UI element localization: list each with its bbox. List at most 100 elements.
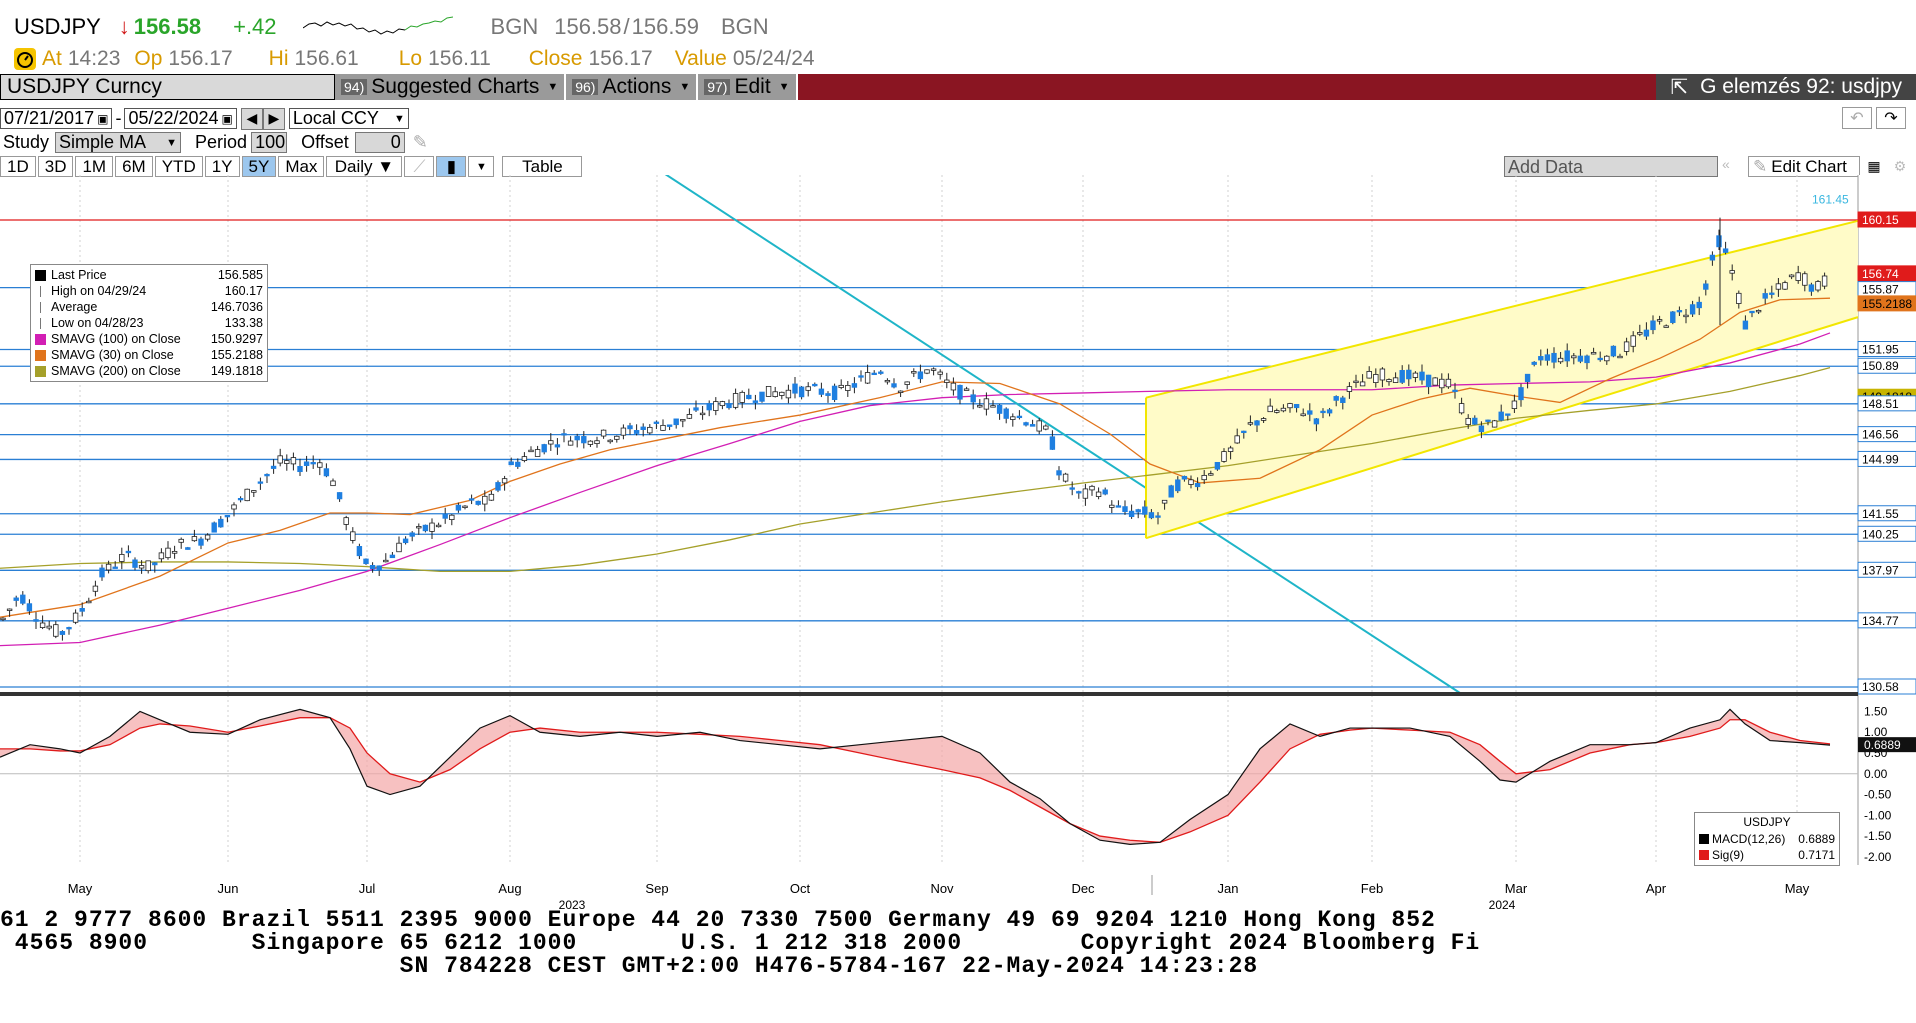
candle[interactable] xyxy=(119,547,125,570)
range-button-6m[interactable]: 6M xyxy=(115,156,153,177)
candle[interactable] xyxy=(1346,382,1353,399)
candle[interactable] xyxy=(666,424,673,431)
candle[interactable] xyxy=(1524,373,1531,389)
candle[interactable] xyxy=(92,580,99,597)
candle[interactable] xyxy=(1571,352,1577,365)
candle[interactable] xyxy=(1307,403,1313,422)
candle[interactable] xyxy=(198,536,204,550)
candle[interactable] xyxy=(1102,487,1108,496)
candle[interactable] xyxy=(1049,430,1056,450)
candle[interactable] xyxy=(1815,280,1821,293)
candle[interactable] xyxy=(257,477,264,490)
candle[interactable] xyxy=(125,545,132,558)
candle[interactable] xyxy=(567,436,574,446)
candle[interactable] xyxy=(53,621,59,639)
macd-legend[interactable]: USDJPY MACD(12,26) 0.6889 Sig(9) 0.7171 xyxy=(1694,812,1840,866)
candle[interactable] xyxy=(495,480,501,493)
candle[interactable] xyxy=(1544,348,1551,366)
candle[interactable] xyxy=(224,514,231,523)
candle[interactable] xyxy=(343,515,349,531)
candle[interactable] xyxy=(1313,417,1320,432)
legend-item[interactable]: SMAVG (200) on Close 149.1818 xyxy=(35,363,263,379)
candle[interactable] xyxy=(383,553,389,563)
candle[interactable] xyxy=(488,490,495,501)
candle[interactable] xyxy=(1604,355,1610,365)
candle[interactable] xyxy=(323,463,330,478)
candle[interactable] xyxy=(1696,296,1702,316)
candle[interactable] xyxy=(99,564,105,581)
candle[interactable] xyxy=(462,505,468,510)
candle[interactable] xyxy=(1148,509,1155,520)
macd-signal-line[interactable] xyxy=(0,717,1831,843)
actions-menu[interactable]: 96) Actions ▼ xyxy=(566,74,699,100)
candle[interactable] xyxy=(1036,418,1042,435)
candle[interactable] xyxy=(1755,309,1762,315)
macd-legend-item[interactable]: Sig(9) 0.7171 xyxy=(1699,847,1835,863)
candle[interactable] xyxy=(1505,413,1511,421)
candle[interactable] xyxy=(878,370,884,375)
end-date-field[interactable]: 05/22/2024 ▣ xyxy=(124,108,237,129)
candle[interactable] xyxy=(1802,271,1808,292)
candle[interactable] xyxy=(1478,421,1485,439)
candle[interactable] xyxy=(317,459,323,476)
candle[interactable] xyxy=(944,372,950,389)
candle[interactable] xyxy=(891,378,897,389)
candle[interactable] xyxy=(409,531,415,542)
candle[interactable] xyxy=(1406,364,1412,387)
candle[interactable] xyxy=(1109,500,1115,514)
candle[interactable] xyxy=(534,445,541,457)
candle[interactable] xyxy=(1373,368,1379,388)
range-button-1d[interactable]: 1D xyxy=(0,156,36,177)
table-button[interactable]: Table xyxy=(502,156,583,177)
candle[interactable] xyxy=(779,391,785,400)
candle[interactable] xyxy=(719,400,726,410)
candle[interactable] xyxy=(1590,347,1597,355)
candle[interactable] xyxy=(1419,364,1425,385)
candle[interactable] xyxy=(554,438,561,455)
candle[interactable] xyxy=(277,448,283,467)
candle[interactable] xyxy=(231,502,237,517)
candle[interactable] xyxy=(1181,475,1188,482)
candle[interactable] xyxy=(594,436,600,448)
candle[interactable] xyxy=(541,443,547,455)
candle[interactable] xyxy=(46,620,52,631)
chart-type-candle-button[interactable]: ▮ xyxy=(436,156,467,177)
candle[interactable] xyxy=(600,429,607,439)
channel-lower-line[interactable] xyxy=(1145,316,1859,540)
candle[interactable] xyxy=(72,609,79,625)
candle[interactable] xyxy=(1287,402,1293,413)
candle[interactable] xyxy=(1452,382,1458,399)
candle[interactable] xyxy=(963,386,970,391)
candle[interactable] xyxy=(818,382,825,398)
candle[interactable] xyxy=(1736,290,1742,309)
chart-settings-icon[interactable]: ▦ xyxy=(1867,158,1881,174)
candle[interactable] xyxy=(765,386,772,397)
undo-button[interactable]: ↶ xyxy=(1842,107,1872,129)
candle[interactable] xyxy=(1082,483,1089,506)
candle[interactable] xyxy=(1788,274,1795,280)
candle[interactable] xyxy=(1597,351,1603,362)
candle[interactable] xyxy=(864,364,871,384)
candle[interactable] xyxy=(1782,280,1788,291)
range-button-1y[interactable]: 1Y xyxy=(204,156,240,177)
candle[interactable] xyxy=(548,433,554,451)
candle[interactable] xyxy=(970,389,976,410)
candle[interactable] xyxy=(218,516,224,528)
candle[interactable] xyxy=(1511,394,1518,414)
candle[interactable] xyxy=(620,424,627,440)
candle[interactable] xyxy=(1518,383,1524,407)
candle[interactable] xyxy=(1340,395,1346,410)
candle[interactable] xyxy=(746,388,752,400)
candle[interactable] xyxy=(33,612,39,630)
candle[interactable] xyxy=(1610,345,1617,358)
candle[interactable] xyxy=(812,382,818,387)
candle[interactable] xyxy=(376,565,382,577)
candle[interactable] xyxy=(1280,404,1287,413)
redo-button[interactable]: ↷ xyxy=(1876,107,1906,129)
candle[interactable] xyxy=(838,379,844,390)
chart-legend[interactable]: Last Price 156.585 High on 04/29/24 160.17 A… xyxy=(30,264,268,382)
candle[interactable] xyxy=(178,537,184,549)
candle[interactable] xyxy=(614,435,620,443)
candle[interactable] xyxy=(1670,311,1676,325)
candle[interactable] xyxy=(1267,398,1273,413)
